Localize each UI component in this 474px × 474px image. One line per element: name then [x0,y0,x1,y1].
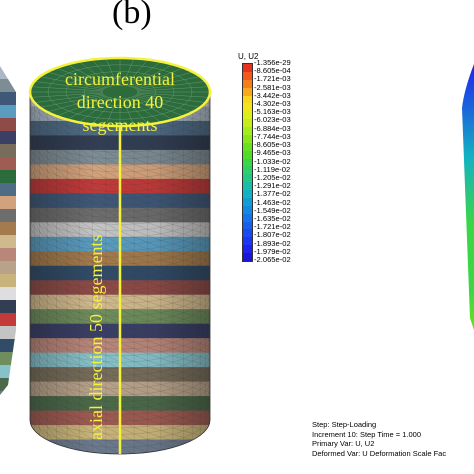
legend-swatch [243,205,252,215]
legend-swatch [243,166,252,175]
legend-swatch [243,87,252,96]
left-band [0,339,16,353]
left-band [0,79,16,93]
legend-value: -6.023e-03 [254,115,291,125]
legend-value: -7.744e-03 [254,131,291,141]
legend-value: -4.302e-03 [254,99,291,109]
left-band [0,105,16,119]
legend-swatch [243,134,252,144]
legend-swatch [243,229,252,238]
legend-value: -1.033e-02 [254,156,291,166]
left-band [0,196,16,210]
legend-swatch [243,245,252,254]
circumferential-annotation-3: segements [83,115,158,135]
left-band [0,365,16,379]
legend-swatch [243,197,252,207]
legend-value: -1.635e-02 [254,213,291,223]
legend-swatch [243,213,252,223]
legend-value: -2.581e-03 [254,82,291,92]
legend-swatch [243,142,252,152]
legend-swatch [243,103,252,112]
left-band [0,66,16,80]
legend-swatch [243,221,252,230]
legend-colorbar [242,63,253,262]
legend-value: -1.893e-02 [254,238,291,248]
legend-swatch [243,127,252,136]
legend-value: -9.465e-03 [254,148,291,158]
left-band [0,378,16,392]
legend-value: -8.605e-03 [254,140,291,150]
right-cylinder-fragment [462,64,474,330]
left-band [0,170,16,184]
axial-annotation: axial direction 50 segements [86,235,106,440]
panel-label: (b) [112,0,152,31]
left-band [0,326,16,340]
circumferential-annotation-2: direction 40 [77,92,163,112]
legend-value: -3.442e-03 [254,90,291,100]
legend-swatch [243,71,252,81]
left-band [0,391,16,395]
legend-swatch [243,174,252,183]
status-primary-var: Primary Var: U, U2 [312,439,375,448]
legend-swatch [243,64,252,73]
legend-value: -1.807e-02 [254,230,291,240]
legend-title: U, U2 [238,52,259,61]
left-band [0,300,16,314]
left-band [0,274,16,288]
left-band [0,248,16,262]
legend-value: -1.549e-02 [254,205,291,215]
legend-value: -1.356e-29 [254,58,291,67]
left-band [0,92,16,106]
left-band [0,144,16,158]
legend-swatch [243,111,252,120]
legend-value: -5.163e-03 [254,107,291,117]
left-cylinder-fragment [0,66,16,395]
status-increment: Increment 10: Step Time = 1.000 [312,429,422,439]
legend-swatch [243,253,252,262]
left-band [0,157,16,171]
left-band [0,352,16,366]
legend-swatch [243,79,252,89]
left-band [0,313,16,327]
left-band [0,118,16,132]
legend-value: -1.291e-02 [254,181,291,191]
left-band [0,209,16,223]
legend-swatch [243,190,252,199]
contour-legend: U, U2 -1.356e-29 -8.605e-04 -1.721e-03 -2.5… [238,52,360,264]
legend-swatch [243,150,252,160]
left-band [0,287,16,301]
legend-value: -8.605e-04 [254,66,291,76]
legend-value: -6.884e-03 [254,123,291,133]
legend-value: -1.979e-02 [254,246,291,256]
legend-value: -1.721e-02 [254,222,291,232]
status-deformed-var: Deformed Var: U Deformation Scale Fac [312,448,447,458]
legend-value: -1.377e-02 [254,189,291,199]
left-band [0,222,16,236]
status-step: Step: Step-Loading [312,420,377,429]
legend-swatch [243,95,252,104]
left-band [0,183,16,197]
left-band [0,131,16,145]
legend-value: -1.205e-02 [254,172,291,182]
legend-swatch [243,237,252,246]
circumferential-annotation-1: circumferential [65,69,175,89]
legend-swatch [243,158,252,167]
legend-value: -1.463e-02 [254,197,291,207]
status-info: Step: Step-Loading Increment 10: Step Ti… [312,420,446,458]
legend-value: -2.065e-02 [254,255,291,264]
legend-swatch [243,182,252,191]
left-band [0,235,16,249]
legend-swatch [243,119,252,128]
legend-value: -1.721e-03 [254,74,291,84]
left-band [0,261,16,275]
legend-value: -1.119e-02 [254,164,291,174]
